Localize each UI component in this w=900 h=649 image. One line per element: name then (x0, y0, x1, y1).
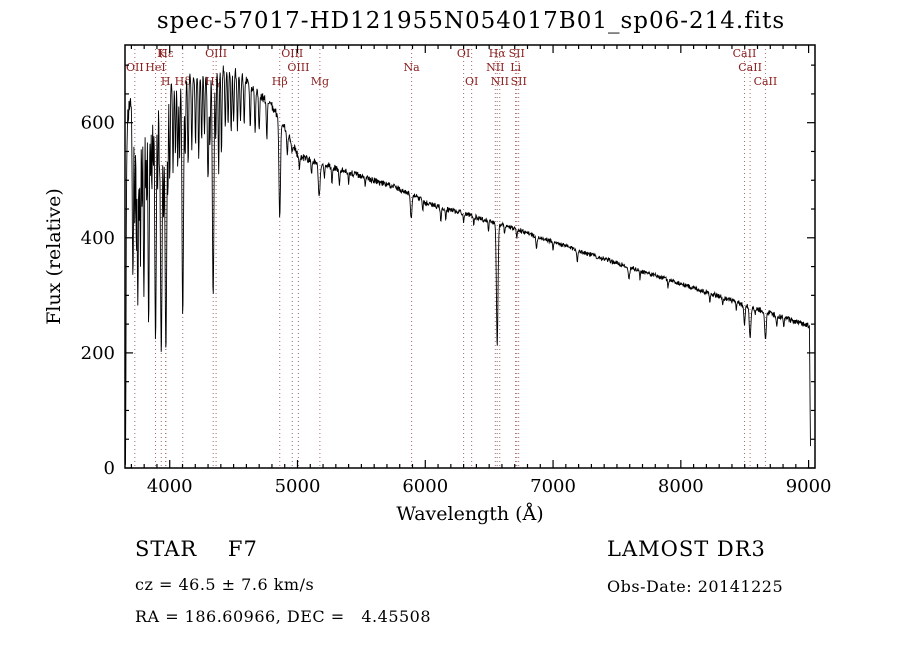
spectral-line-label: Mg (311, 75, 329, 88)
y-tick-label: 600 (81, 113, 115, 134)
spectral-line-label: SII (509, 47, 525, 60)
obs-date: Obs-Date: 20141225 (607, 577, 784, 596)
spectral-line-label: NII (486, 61, 504, 74)
x-tick-label: 6000 (402, 476, 448, 497)
y-tick-label: 0 (104, 458, 115, 479)
plot-title: spec-57017-HD121955N054017B01_sp06-214.f… (156, 8, 786, 34)
y-tick-label: 200 (81, 343, 115, 364)
cz-value: cz = 46.5 ± 7.6 km/s (135, 575, 315, 594)
spectral-line-label: CaII (738, 61, 762, 74)
spectral-line-label: NII (491, 75, 509, 88)
spectral-line-label: OIII (205, 47, 227, 60)
spectral-line-label: Na (404, 61, 421, 74)
x-tick-label: 5000 (275, 476, 321, 497)
x-tick-label: 8000 (658, 476, 704, 497)
object-class-label: STAR F7 (135, 537, 258, 561)
spectral-line-label: K (157, 47, 166, 60)
spectral-line-label: Hβ (272, 75, 288, 88)
spectrum-chart: OIIHeIKHHεHδHγOIIIHβOIIIOIIIMgNaOIOINIIH… (43, 44, 832, 525)
spectral-line-label: Hα (489, 47, 507, 60)
x-tick-label: 7000 (530, 476, 576, 497)
spectral-line-label: HeI (145, 61, 165, 74)
spectral-line-label: OII (126, 61, 144, 74)
spectral-line-label: Hγ (205, 75, 222, 88)
spectral-line-label: OIII (287, 61, 309, 74)
x-tick-label: 4000 (147, 476, 193, 497)
ra-dec-value: RA = 186.60966, DEC = 4.45508 (135, 607, 432, 626)
spectral-line-label: SII (511, 75, 527, 88)
y-axis-title: Flux (relative) (43, 188, 65, 325)
x-tick-label: 9000 (786, 476, 832, 497)
spectral-line-label: CaII (733, 47, 757, 60)
spectral-line-label: Li (510, 61, 521, 74)
spectral-line-label: OI (457, 47, 470, 60)
spectrum-trace (125, 65, 811, 465)
spectral-line-label: CaII (754, 75, 778, 88)
x-axis-title: Wavelength (Å) (396, 503, 543, 525)
spectral-line-label: OI (465, 75, 478, 88)
spectral-line-label: Hδ (175, 75, 192, 88)
survey-label: LAMOST DR3 (607, 537, 766, 561)
plot-frame (124, 44, 816, 469)
spectral-line-label: Hε (158, 47, 174, 60)
y-tick-label: 400 (81, 228, 115, 249)
